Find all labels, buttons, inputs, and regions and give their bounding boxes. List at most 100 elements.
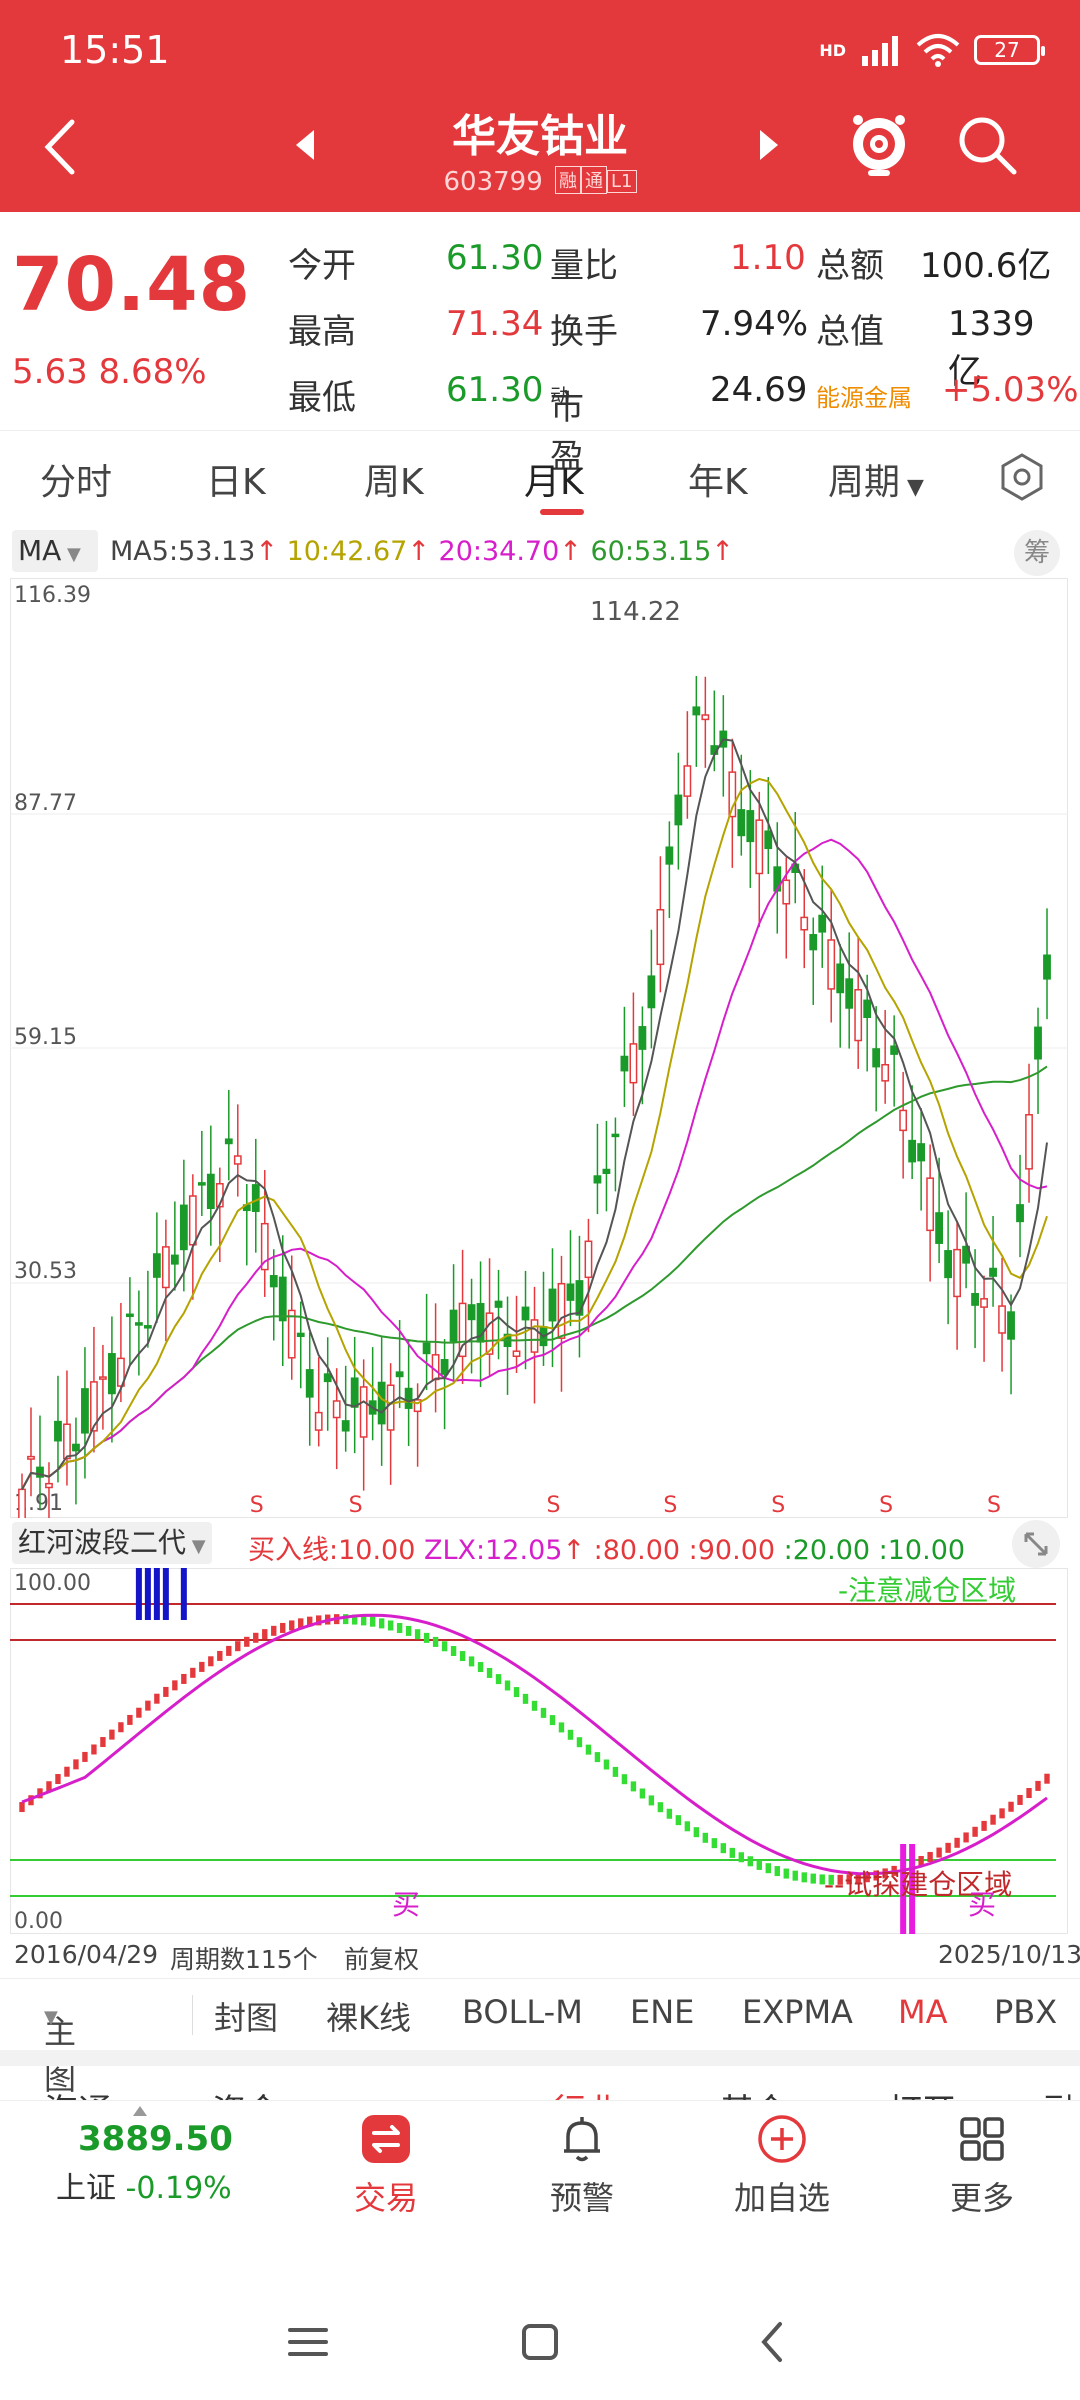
quote-summary: 70.48 5.63 8.68% 今开 61.30 量比 1.10 总额 100… — [0, 212, 1080, 477]
indicator-bar — [145, 1700, 151, 1711]
candle-body — [422, 1342, 431, 1355]
stock-code-row: 603799 融通 L1 — [0, 166, 1080, 197]
chip-distribution-button[interactable]: 筹 — [1014, 530, 1060, 576]
info-tab[interactable]: 融 — [1044, 2084, 1078, 2100]
zone-reduce-label: -注意减仓区域 — [838, 1574, 1016, 1607]
candle-body — [863, 999, 872, 1019]
indicator-values: 买入线:10.00 ZLX:12.05↑ :80.00 :90.00 :20.0… — [248, 1528, 965, 1567]
home-icon[interactable] — [510, 2312, 570, 2372]
candle-body — [81, 1388, 89, 1434]
indicator-tab-expma[interactable]: EXPMA — [742, 1993, 853, 2031]
info-tab[interactable]: 海通 — [44, 2084, 112, 2100]
range-adjust[interactable]: 前复权 — [344, 1945, 420, 1974]
indicator-bar — [819, 1874, 825, 1885]
prev-stock-icon[interactable] — [292, 128, 320, 162]
nav-more-label: 更多 — [949, 2179, 1014, 2217]
info-tab[interactable]: 资金 — [212, 2084, 280, 2100]
value-turnover-amount: 100.6亿 — [920, 246, 1052, 286]
sector-name[interactable]: 能源金属 — [816, 384, 912, 412]
tab-year-k[interactable]: 年K — [688, 462, 748, 503]
ma20-line — [21, 838, 1048, 1490]
price-axis-label: 30.53 — [14, 1259, 77, 1284]
candle-body — [818, 914, 827, 933]
ma10-value: 10:42.67 — [286, 536, 408, 567]
indicator-chart[interactable]: 100.00 0.00 -注意减仓区域 --试探建仓区域 买 买 — [10, 1568, 1068, 1934]
info-tab[interactable]: 打开 — [888, 2084, 956, 2100]
ma-values: MA5:53.13↑ 10:42.67↑ 20:34.70↑ 60:53.15↑ — [110, 536, 734, 567]
nav-add-watchlist[interactable]: 加自选 — [712, 2111, 852, 2219]
indicator-bar — [810, 1873, 816, 1884]
candle-body — [36, 1466, 44, 1478]
indicator-bar — [603, 1759, 610, 1770]
sell-signal-marker: S — [771, 1493, 785, 1518]
candle-body — [161, 1246, 170, 1289]
index-change: -0.19% — [125, 2171, 232, 2206]
back-icon[interactable] — [744, 2312, 804, 2372]
candle-body — [683, 765, 692, 797]
indicator-bar — [576, 1737, 583, 1748]
search-icon[interactable] — [954, 112, 1020, 178]
info-tab[interactable]: 基金 — [720, 2084, 788, 2100]
indicator-bar — [864, 1872, 870, 1883]
zone-build-label: --试探建仓区域 — [824, 1868, 1012, 1901]
value-pe: 24.69 — [710, 370, 808, 410]
indicator-bar — [307, 1616, 313, 1627]
indicator-bar — [172, 1680, 178, 1691]
tab-period[interactable]: 周期 ▼ — [828, 453, 924, 505]
expand-icon[interactable] — [1012, 1520, 1060, 1568]
candle-body — [27, 1455, 35, 1460]
indicator-bar — [954, 1837, 960, 1848]
quote-row-low: 最低 61.30 市盈动 24.69 能源金属 +5.03% — [288, 360, 1079, 477]
candle-body — [494, 1300, 503, 1308]
indicator-bar — [486, 1667, 493, 1678]
indicator-tab-boll[interactable]: BOLL-M — [462, 1993, 583, 2031]
indicator-select[interactable]: 红河波段二代 ▼ — [12, 1522, 212, 1564]
label-pe-sup: 动 — [550, 384, 570, 408]
signal-icon — [862, 36, 898, 66]
hexagon-settings-icon[interactable] — [996, 451, 1048, 503]
indicator-bar — [118, 1722, 124, 1733]
indicator-bar — [783, 1868, 789, 1879]
indicator-tab-ma[interactable]: MA — [898, 1993, 948, 2031]
indicator-bar — [639, 1788, 646, 1799]
indicator-tab-naked-k[interactable]: 裸K线 — [326, 1999, 411, 2037]
nav-more[interactable]: 更多 — [912, 2111, 1052, 2219]
nav-trade[interactable]: 交易 — [316, 2111, 456, 2219]
menu-icon[interactable] — [278, 2312, 338, 2372]
indicator-bar — [855, 1873, 861, 1884]
indicator-bar — [396, 1623, 403, 1634]
indicator-tab-fengtu[interactable]: 封图 — [214, 1999, 279, 2037]
candle-body — [755, 819, 764, 875]
range-start: 2016/04/29 — [14, 1940, 159, 1969]
indicator-bar — [423, 1632, 430, 1643]
candle-body — [125, 1313, 134, 1318]
candle-body — [305, 1369, 314, 1398]
indicator-bar — [567, 1729, 574, 1740]
indicator-bar — [46, 1781, 52, 1792]
indicator-tab-pbx[interactable]: PBX — [994, 1993, 1058, 2031]
candle-body — [728, 771, 737, 818]
info-tab[interactable]: 行业 — [552, 2084, 620, 2100]
nav-alert[interactable]: 预警 — [512, 2111, 652, 2219]
tab-week-k[interactable]: 周K — [364, 462, 424, 503]
indicator-tab-ene[interactable]: ENE — [630, 1993, 695, 2031]
tab-month-k[interactable]: 月K — [524, 462, 584, 503]
bottom-nav: 3889.50 上证 -0.19% 交易 预警 加自选 更多 — [0, 2100, 1080, 2220]
indicator-bar — [540, 1707, 547, 1718]
mascot-icon[interactable] — [848, 108, 910, 180]
candle-body — [269, 1275, 278, 1288]
label-turnover-amount: 总额 — [816, 246, 884, 286]
sell-signal-marker: S — [879, 1493, 893, 1518]
label-pe-text: 市盈 — [550, 388, 584, 477]
back-arrow-icon[interactable] — [36, 112, 86, 182]
tab-day-k[interactable]: 日K — [206, 462, 266, 503]
next-stock-icon[interactable] — [754, 128, 782, 162]
tab-intraday[interactable]: 分时 — [40, 462, 113, 503]
indicator-bar — [621, 1774, 628, 1785]
ma-type-select[interactable]: MA ▼ — [12, 530, 98, 572]
indicator-bar — [37, 1788, 43, 1799]
indicator-bar — [208, 1656, 214, 1667]
up-arrow-icon: ↑ — [559, 536, 582, 567]
indicator-bar — [549, 1715, 556, 1726]
